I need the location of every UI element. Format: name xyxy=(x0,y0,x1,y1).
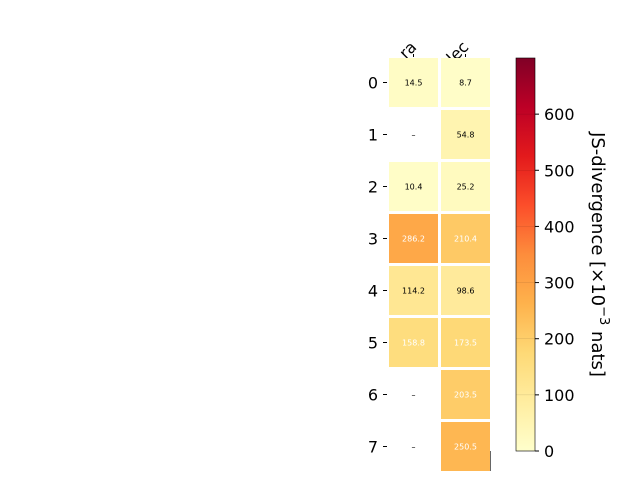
cell-value-label: 158.8 xyxy=(402,339,425,348)
colorbar: 0 100 200 300 400 500 600 JS-divergence [×10−3 … xyxy=(515,57,611,461)
heatmap-cell xyxy=(441,214,490,263)
heatmap-cell xyxy=(389,318,438,367)
cell-value-label: – xyxy=(412,131,416,140)
heatmap-cell xyxy=(441,162,490,211)
cell-value-label: 173.5 xyxy=(454,339,477,348)
colorbar-title-main: JS-divergence [×10 xyxy=(587,131,608,306)
cell-value-label: 10.4 xyxy=(405,183,423,192)
row-label: 0 xyxy=(368,74,378,93)
row-label: 6 xyxy=(368,386,378,405)
row-label: 5 xyxy=(368,334,378,353)
cell-value-label: 54.8 xyxy=(457,131,475,140)
cell-value-label: 250.5 xyxy=(454,443,477,452)
heatmap-cell xyxy=(441,422,490,471)
colorbar-title-exponent: −3 xyxy=(596,306,611,325)
cell-value-label: – xyxy=(412,443,416,452)
cell-value-label: 286.2 xyxy=(402,235,425,244)
row-labels: 0 1 2 3 4 5 6 7 xyxy=(368,74,387,457)
heatmap-cell xyxy=(441,58,490,107)
heatmap-cell xyxy=(389,162,438,211)
row-label: 4 xyxy=(368,282,378,301)
colorbar-tick-label: 200 xyxy=(544,330,575,349)
cell-value-label: 25.2 xyxy=(457,183,475,192)
row-label: 1 xyxy=(368,126,378,145)
row-label: 3 xyxy=(368,230,378,249)
cell-value-label: 210.4 xyxy=(454,235,477,244)
row-label: 2 xyxy=(368,178,378,197)
cell-value-label: 203.5 xyxy=(454,391,477,400)
colorbar-tick-label: 500 xyxy=(544,161,575,180)
colorbar-tick-label: 100 xyxy=(544,386,575,405)
colorbar-title-unit: nats] xyxy=(587,325,608,377)
cell-value-label: 114.2 xyxy=(402,287,425,296)
cell-value-label: 98.6 xyxy=(457,287,475,296)
cell-value-label: – xyxy=(412,391,416,400)
row-label: 7 xyxy=(368,438,378,457)
colorbar-tick-label: 400 xyxy=(544,217,575,236)
heatmap-cells: 14.5 8.7 – 54.8 10.4 25.2 286.2 210.4 114.2 98.6 1… xyxy=(389,58,491,471)
colorbar-tick-label: 0 xyxy=(544,442,554,461)
heatmap-cell xyxy=(389,214,438,263)
heatmap-cell xyxy=(441,110,490,159)
heatmap-cell xyxy=(441,318,490,367)
cell-value-label: 8.7 xyxy=(459,79,472,88)
colorbar-title: JS-divergence [×10−3 nats] xyxy=(587,131,611,377)
heatmap-cell xyxy=(389,266,438,315)
colorbar-tick-label: 600 xyxy=(544,105,575,124)
colorbar-tick-label: 300 xyxy=(544,274,575,293)
cell-value-label: 14.5 xyxy=(405,79,423,88)
colorbar-gradient xyxy=(515,57,536,452)
heatmap-cell xyxy=(441,266,490,315)
heatmap-cell xyxy=(441,370,490,419)
heatmap-cell xyxy=(389,58,438,107)
